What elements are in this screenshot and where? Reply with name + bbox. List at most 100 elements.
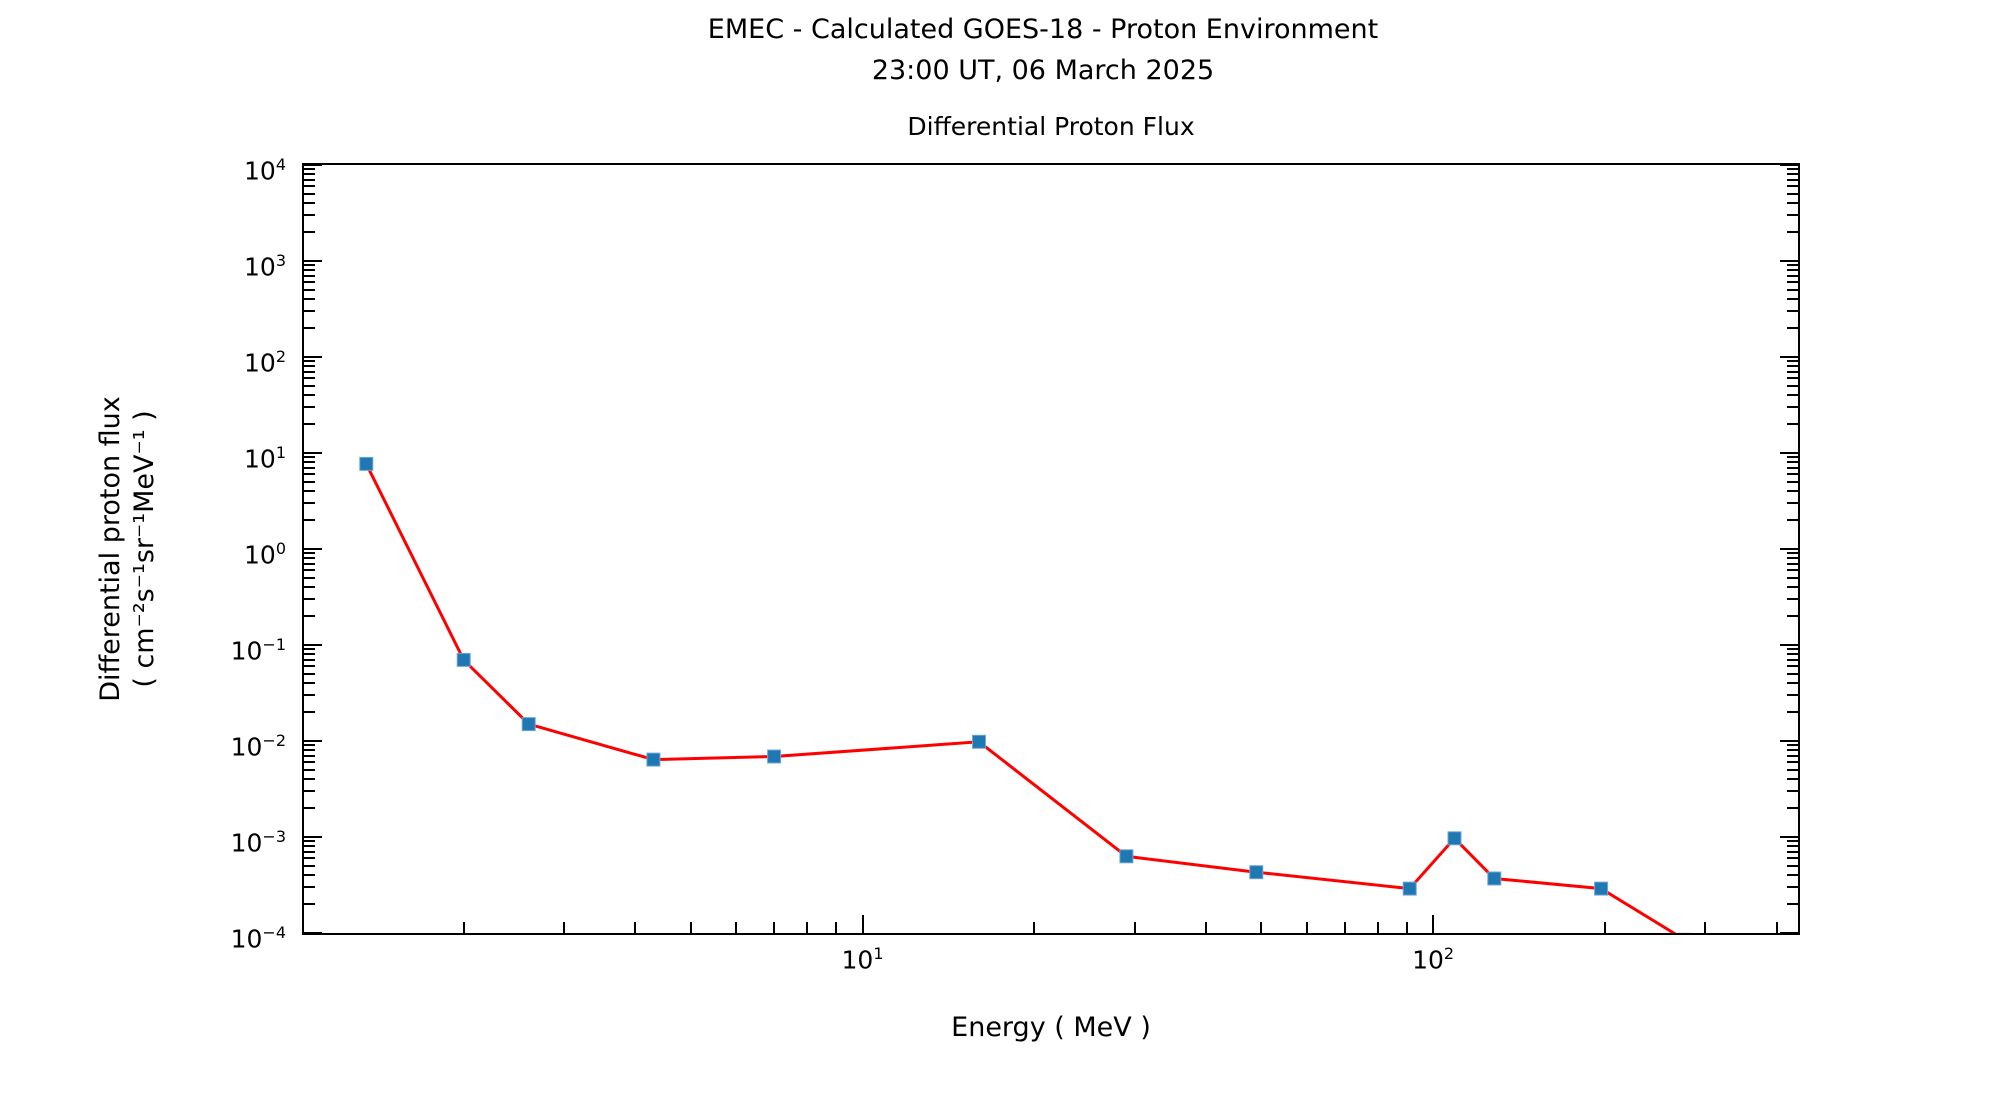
y-minor-tick (304, 845, 315, 848)
y-minor-tick (304, 665, 315, 668)
y-minor-tick (304, 694, 315, 697)
y-minor-tick-right (1787, 178, 1798, 181)
y-minor-tick-right (1787, 384, 1798, 387)
x-minor-tick (1775, 922, 1778, 933)
y-minor-tick (304, 586, 315, 589)
y-minor-tick (304, 857, 315, 860)
y-minor-tick-right (1787, 598, 1798, 601)
x-minor-tick (1305, 922, 1308, 933)
y-minor-tick-right (1787, 569, 1798, 572)
y-minor-tick (304, 490, 315, 493)
x-minor-tick (1205, 922, 1208, 933)
y-minor-tick (304, 648, 315, 651)
y-minor-tick (304, 231, 315, 234)
y-axis-label-units: ( cm⁻²s⁻¹sr⁻¹MeV⁻¹ ) (129, 410, 160, 688)
y-major-tick-right (1780, 356, 1798, 358)
y-minor-tick (304, 365, 315, 368)
y-minor-tick (304, 598, 315, 601)
y-minor-tick (304, 288, 315, 291)
y-minor-tick-right (1787, 653, 1798, 656)
y-axis-label: Differential proton flux ( cm⁻²s⁻¹sr⁻¹Me… (94, 199, 162, 899)
y-minor-tick (304, 192, 315, 195)
y-major-tick (304, 452, 322, 454)
y-minor-tick-right (1787, 406, 1798, 409)
y-minor-tick-right (1787, 423, 1798, 426)
x-minor-tick (563, 922, 566, 933)
y-minor-tick-right (1787, 658, 1798, 661)
y-minor-tick-right (1787, 850, 1798, 853)
y-minor-tick (304, 790, 315, 793)
y-major-tick-right (1780, 740, 1798, 742)
y-minor-tick-right (1787, 874, 1798, 877)
x-major-tick (1432, 915, 1435, 933)
y-minor-tick (304, 653, 315, 656)
y-minor-tick (304, 310, 315, 313)
y-minor-tick-right (1787, 370, 1798, 373)
y-minor-tick (304, 562, 315, 565)
y-minor-tick-right (1787, 665, 1798, 668)
y-major-tick (304, 260, 322, 262)
y-minor-tick (304, 394, 315, 397)
data-point-marker (1447, 831, 1462, 846)
y-minor-tick (304, 754, 315, 757)
y-minor-tick-right (1787, 648, 1798, 651)
data-point-marker (646, 752, 661, 767)
y-tick-label: 103 (244, 251, 286, 282)
y-minor-tick (304, 749, 315, 752)
x-minor-tick (734, 922, 737, 933)
y-minor-tick (304, 473, 315, 476)
y-tick-label: 102 (244, 347, 286, 378)
y-minor-tick-right (1787, 168, 1798, 171)
y-minor-tick-right (1787, 192, 1798, 195)
y-minor-tick-right (1787, 768, 1798, 771)
y-major-tick (304, 548, 322, 550)
y-minor-tick-right (1787, 857, 1798, 860)
data-point-marker (359, 456, 374, 471)
y-minor-tick-right (1787, 281, 1798, 284)
x-minor-tick (806, 922, 809, 933)
y-minor-tick-right (1787, 377, 1798, 380)
x-minor-tick (1603, 922, 1606, 933)
y-minor-tick-right (1787, 761, 1798, 764)
y-minor-tick-right (1787, 214, 1798, 217)
y-minor-tick (304, 850, 315, 853)
y-minor-tick-right (1787, 480, 1798, 483)
data-point-marker (1119, 849, 1134, 864)
y-minor-tick (304, 178, 315, 181)
y-major-tick-right (1780, 548, 1798, 550)
y-minor-tick-right (1787, 298, 1798, 301)
y-minor-tick (304, 557, 315, 560)
data-point-marker (1402, 881, 1417, 896)
y-minor-tick-right (1787, 502, 1798, 505)
x-minor-tick (1405, 922, 1408, 933)
x-minor-tick (689, 922, 692, 933)
x-minor-tick (835, 922, 838, 933)
data-point-marker (767, 749, 782, 764)
y-major-tick-right (1780, 932, 1798, 933)
figure-suptitle: EMEC - Calculated GOES-18 - Proton Envir… (707, 14, 1379, 45)
y-minor-tick-right (1787, 185, 1798, 188)
x-minor-tick (634, 922, 637, 933)
y-minor-tick-right (1787, 202, 1798, 205)
y-minor-tick (304, 480, 315, 483)
y-minor-tick (304, 807, 315, 810)
y-minor-tick (304, 173, 315, 176)
y-tick-label: 104 (244, 155, 286, 186)
y-minor-tick (304, 840, 315, 843)
y-minor-tick (304, 461, 315, 464)
y-minor-tick-right (1787, 456, 1798, 459)
y-minor-tick-right (1787, 365, 1798, 368)
y-minor-tick (304, 682, 315, 685)
y-minor-tick (304, 711, 315, 714)
data-point-marker (521, 717, 536, 732)
y-minor-tick-right (1787, 552, 1798, 555)
y-minor-tick-right (1787, 615, 1798, 618)
y-minor-tick (304, 214, 315, 217)
y-minor-tick (304, 778, 315, 781)
flux-chart-svg (359, 456, 1692, 933)
x-tick-label: 101 (841, 944, 884, 975)
x-major-tick (861, 915, 864, 933)
y-minor-tick (304, 202, 315, 205)
y-minor-tick (304, 761, 315, 764)
x-minor-tick (1033, 922, 1036, 933)
